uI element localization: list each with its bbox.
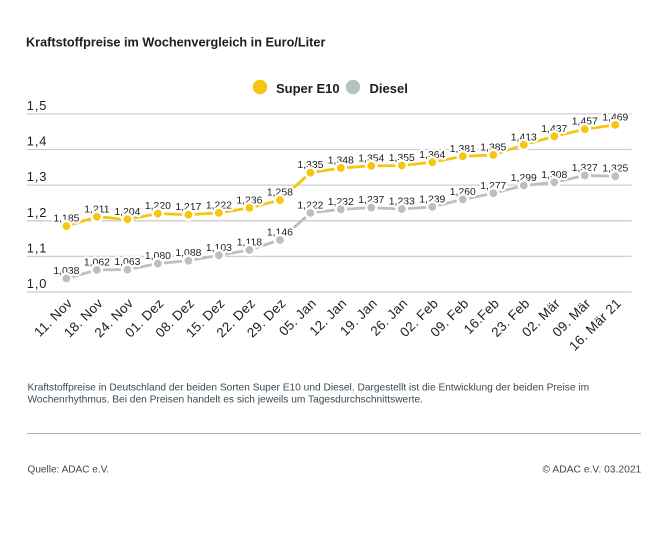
svg-text:1,308: 1,308 [541, 170, 567, 181]
svg-text:1,413: 1,413 [511, 132, 537, 143]
svg-text:1,063: 1,063 [114, 257, 140, 268]
svg-text:1,233: 1,233 [389, 197, 415, 208]
svg-text:1,2: 1,2 [27, 205, 48, 220]
svg-text:1,4: 1,4 [27, 134, 48, 149]
svg-text:1,364: 1,364 [419, 150, 445, 161]
svg-text:1,204: 1,204 [114, 207, 140, 218]
svg-text:1,118: 1,118 [237, 238, 262, 249]
svg-text:1,437: 1,437 [541, 124, 567, 135]
svg-text:1,211: 1,211 [84, 204, 109, 215]
svg-text:1,5: 1,5 [27, 98, 48, 113]
svg-text:1,103: 1,103 [206, 243, 232, 254]
svg-text:1,232: 1,232 [328, 197, 354, 208]
svg-text:1,222: 1,222 [297, 200, 323, 211]
svg-text:Kraftstoffpreise in Deutschlan: Kraftstoffpreise in Deutschland der beid… [28, 383, 590, 394]
svg-text:1,3: 1,3 [27, 169, 48, 184]
svg-text:Diesel: Diesel [370, 81, 408, 96]
svg-text:1,185: 1,185 [53, 214, 79, 225]
svg-text:1,0: 1,0 [27, 276, 48, 291]
svg-text:1,222: 1,222 [206, 200, 232, 211]
svg-text:1,237: 1,237 [358, 195, 384, 206]
svg-text:1,038: 1,038 [53, 266, 79, 277]
svg-text:© ADAC e.V. 03.2021: © ADAC e.V. 03.2021 [542, 464, 641, 475]
svg-text:1,277: 1,277 [480, 181, 506, 192]
svg-text:1,217: 1,217 [175, 202, 201, 213]
svg-text:1,220: 1,220 [145, 201, 171, 212]
svg-text:1,335: 1,335 [297, 160, 323, 171]
svg-text:1,299: 1,299 [511, 173, 537, 184]
svg-text:1,327: 1,327 [572, 163, 598, 174]
svg-text:1,381: 1,381 [450, 144, 476, 155]
svg-text:1,325: 1,325 [602, 164, 628, 175]
svg-text:Quelle: ADAC e.V.: Quelle: ADAC e.V. [28, 464, 110, 475]
svg-text:1,469: 1,469 [602, 112, 628, 123]
svg-text:1,258: 1,258 [267, 188, 293, 199]
svg-text:1,354: 1,354 [358, 153, 384, 164]
svg-text:1,062: 1,062 [84, 257, 110, 268]
svg-text:1,239: 1,239 [419, 194, 445, 205]
svg-text:1,385: 1,385 [480, 142, 506, 153]
svg-text:1,260: 1,260 [450, 187, 476, 198]
svg-text:Wochenrhythmus. Bei den Preise: Wochenrhythmus. Bei den Preisen handelt … [28, 395, 423, 406]
svg-text:1,355: 1,355 [389, 153, 415, 164]
svg-text:Super E10: Super E10 [276, 81, 340, 96]
svg-text:1,348: 1,348 [328, 156, 354, 167]
svg-text:1,236: 1,236 [236, 195, 262, 206]
svg-text:1,1: 1,1 [27, 240, 48, 255]
svg-text:1,080: 1,080 [145, 251, 171, 262]
svg-text:Kraftstoffpreise im Wochenverg: Kraftstoffpreise im Wochenvergleich in E… [26, 35, 325, 49]
svg-text:1,088: 1,088 [175, 248, 201, 259]
svg-text:1,146: 1,146 [267, 228, 293, 239]
svg-text:1,457: 1,457 [572, 117, 598, 128]
